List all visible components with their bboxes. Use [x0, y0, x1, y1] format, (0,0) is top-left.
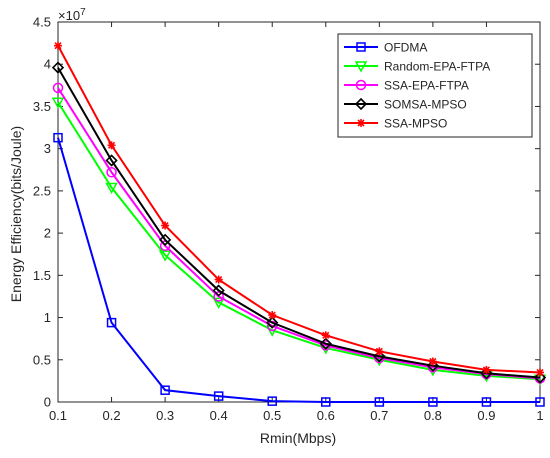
- legend-marker-ofdma: [356, 42, 366, 52]
- data-point-ssa-mpso: [54, 41, 62, 50]
- data-point-ssa-epa-ftpa: [159, 240, 171, 252]
- legend-label: SSA-EPA-FTPA: [384, 79, 469, 93]
- data-point-ssa-epa-ftpa: [213, 291, 224, 302]
- data-point-ssa-mpso: [482, 365, 491, 374]
- y-axis-multiplier-base: ×10: [58, 8, 80, 23]
- y-axis-multiplier: ×107: [58, 7, 86, 23]
- data-point-ssa-epa-ftpa: [106, 167, 117, 178]
- x-tick-label: 0.9: [477, 408, 495, 423]
- data-point-ofdma: [321, 397, 331, 407]
- x-tick-label: 0.5: [263, 408, 281, 423]
- x-tick-label: 0.4: [210, 408, 228, 423]
- y-axis-label: Energy Efficiency(bits/Joule): [8, 126, 24, 302]
- data-point-somsa-mpso: [51, 61, 65, 74]
- legend-item-ssa-mpso: SSA-MPSO: [344, 117, 447, 131]
- data-point-ssa-mpso: [428, 357, 437, 366]
- series-line-ssa-epa-ftpa: [57, 87, 541, 380]
- legend-label: OFDMA: [384, 41, 427, 55]
- data-point-somsa-mpso: [533, 371, 547, 384]
- data-point-ofdma: [213, 391, 224, 401]
- legend-marker-ssa-mpso: [357, 119, 365, 127]
- x-tick-label: 1: [536, 408, 543, 423]
- series-line-ssa-mpso: [57, 45, 541, 374]
- data-point-ofdma: [160, 385, 170, 395]
- y-tick-label: 2: [44, 226, 51, 241]
- data-point-ssa-mpso: [268, 311, 277, 320]
- data-point-random-epa-ftpa: [212, 297, 225, 309]
- y-tick-label: 3: [44, 141, 51, 156]
- legend-item-somsa-mpso: SOMSA-MPSO: [344, 98, 467, 112]
- y-tick-label: 1: [44, 310, 51, 325]
- x-axis-label: Rmin(Mbps): [260, 430, 336, 446]
- data-point-ssa-mpso: [214, 275, 223, 284]
- series-line-random-epa-ftpa: [57, 101, 541, 381]
- data-point-ofdma: [374, 397, 385, 407]
- data-point-somsa-mpso: [105, 154, 118, 167]
- data-point-ofdma: [428, 397, 438, 407]
- data-point-random-epa-ftpa: [51, 97, 65, 109]
- legend-item-ofdma: OFDMA: [344, 41, 427, 55]
- x-tick-label: 0.3: [156, 408, 174, 423]
- legend-marker-somsa-mpso: [354, 97, 368, 111]
- data-point-random-epa-ftpa: [158, 250, 172, 262]
- data-point-somsa-mpso: [373, 350, 386, 363]
- data-point-ssa-epa-ftpa: [52, 82, 64, 94]
- legend-label: SOMSA-MPSO: [384, 98, 467, 112]
- y-tick-label: 0.5: [33, 352, 51, 367]
- data-point-ofdma: [53, 132, 63, 143]
- data-point-ofdma: [267, 396, 277, 406]
- x-tick-label: 0.2: [103, 408, 121, 423]
- legend-marker-ssa-epa-ftpa: [355, 79, 367, 91]
- legend-label: Random-EPA-FTPA: [384, 60, 490, 74]
- y-tick-label: 2.5: [33, 183, 51, 198]
- y-tick-label: 3.5: [33, 99, 51, 114]
- series-group: [51, 41, 547, 407]
- legend-item-ssa-epa-ftpa: SSA-EPA-FTPA: [344, 79, 469, 93]
- y-tick-label: 4.5: [33, 15, 51, 30]
- data-point-somsa-mpso: [212, 284, 225, 297]
- data-point-ssa-mpso: [536, 368, 544, 377]
- series-line-ofdma: [57, 137, 540, 403]
- data-point-ssa-mpso: [161, 221, 170, 230]
- legend-marker-random-epa-ftpa: [354, 61, 368, 73]
- data-point-ofdma: [535, 397, 545, 407]
- y-tick-label: 4: [44, 57, 51, 72]
- x-tick-label: 0.1: [49, 408, 67, 423]
- y-tick-label: 0: [44, 395, 51, 410]
- data-point-somsa-mpso: [480, 367, 493, 380]
- data-point-somsa-mpso: [319, 337, 332, 350]
- data-point-ssa-mpso: [321, 331, 330, 340]
- data-point-somsa-mpso: [158, 233, 172, 246]
- data-point-random-epa-ftpa: [105, 182, 118, 195]
- legend-label: SSA-MPSO: [384, 117, 447, 131]
- x-tick-label: 0.8: [424, 408, 442, 423]
- data-point-ofdma: [481, 397, 492, 407]
- y-axis-multiplier-exponent: 7: [80, 7, 86, 18]
- legend: OFDMA Random-EPA-FTPA SSA-EPA-FTPA SOMSA-MP…: [337, 33, 533, 138]
- legend-item-random-epa-ftpa: Random-EPA-FTPA: [344, 60, 490, 74]
- data-point-ofdma: [106, 317, 117, 328]
- y-tick-label: 1.5: [33, 268, 51, 283]
- data-point-somsa-mpso: [266, 316, 279, 329]
- x-tick-label: 0.6: [317, 408, 335, 423]
- data-point-ssa-mpso: [107, 141, 116, 150]
- series-line-somsa-mpso: [57, 67, 541, 379]
- data-point-ssa-mpso: [375, 347, 384, 356]
- x-tick-label: 0.7: [370, 408, 388, 423]
